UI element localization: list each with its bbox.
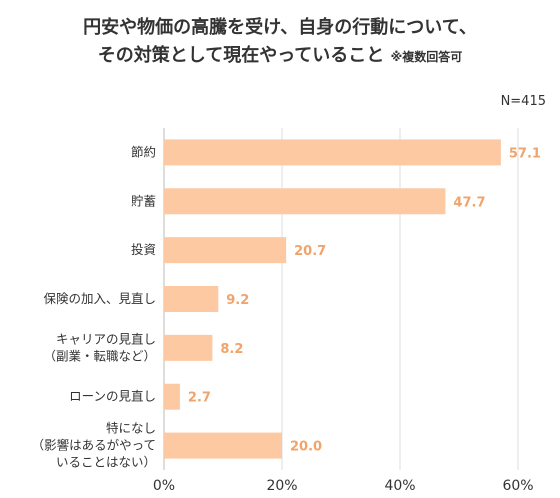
bar [164, 334, 213, 361]
title-line-2: その対策として現在やっていること ※複数回答可 [0, 42, 560, 71]
category-label: 特になし [106, 421, 156, 436]
x-tick-label: 0% [153, 478, 175, 494]
value-label: 20.0 [290, 440, 322, 455]
value-label: 47.7 [453, 195, 485, 210]
value-label: 20.7 [294, 244, 326, 259]
x-tick-label: 40% [384, 478, 415, 494]
bar [164, 383, 180, 410]
value-label: 2.7 [188, 391, 211, 406]
category-label: 貯蓄 [131, 193, 156, 208]
category-label: ローンの見直し [69, 389, 156, 404]
value-label: 8.2 [220, 342, 243, 357]
bar [164, 188, 446, 215]
chart-title: 円安や物価の高騰を受け、自身の行動について、 その対策として現在やっていること … [0, 14, 560, 71]
category-label: 節約 [131, 144, 156, 159]
sample-size-label: N=415 [500, 94, 546, 109]
category-label: （副業・転職など） [43, 348, 156, 363]
value-label: 57.1 [509, 146, 541, 161]
bar [164, 286, 219, 312]
x-tick-label: 60% [502, 478, 533, 494]
category-label: いることはない） [56, 455, 156, 470]
category-label: 保険の加入、見直し [43, 291, 156, 306]
bar [164, 139, 501, 166]
title-line-2-text: その対策として現在やっていること [97, 45, 385, 66]
x-tick-label: 20% [266, 478, 297, 494]
category-label: 投資 [131, 242, 156, 257]
value-label: 9.2 [226, 293, 249, 308]
title-line-1: 円安や物価の高騰を受け、自身の行動について、 [83, 17, 477, 38]
title-note: ※複数回答可 [390, 50, 463, 64]
category-label: （影響はあるがやって [32, 438, 156, 453]
category-label: キャリアの見直し [56, 331, 156, 346]
bar [164, 432, 282, 459]
bar [164, 237, 287, 264]
